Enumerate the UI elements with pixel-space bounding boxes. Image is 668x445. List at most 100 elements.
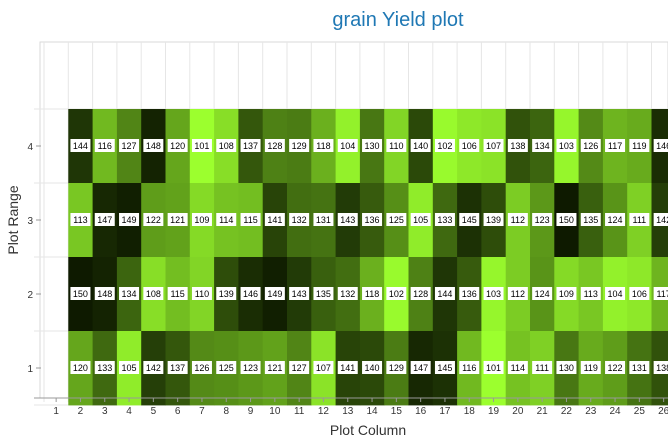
cell-label: 107 xyxy=(313,361,334,374)
cell-value: 113 xyxy=(73,215,87,225)
cell-value: 126 xyxy=(583,141,598,151)
cell-value: 114 xyxy=(219,215,233,225)
cell-label: 122 xyxy=(143,213,164,226)
cell-label-background xyxy=(410,139,431,152)
cell-label-background xyxy=(580,287,601,300)
cell-value: 130 xyxy=(365,141,380,151)
cell-label-background xyxy=(216,287,237,300)
cell-label-background xyxy=(362,287,383,300)
cell-value: 111 xyxy=(535,363,549,373)
cell-label-background xyxy=(556,213,577,226)
cell-label: 110 xyxy=(386,139,407,152)
cell-label-background xyxy=(70,139,91,152)
cell-label: 124 xyxy=(532,287,553,300)
cell-value: 144 xyxy=(437,289,452,299)
cell-label: 111 xyxy=(532,361,553,374)
cell-value: 109 xyxy=(559,289,574,299)
cell-label: 119 xyxy=(629,139,650,152)
cell-label-background xyxy=(143,287,164,300)
cell-label: 128 xyxy=(410,287,431,300)
cell-value: 134 xyxy=(122,289,137,299)
cell-label-background xyxy=(459,139,480,152)
x-tick-label: 12 xyxy=(318,406,330,417)
x-axis-label: Plot Column xyxy=(330,422,406,438)
cell-label-background xyxy=(605,287,626,300)
cell-label: 119 xyxy=(580,361,601,374)
y-tick-label: 1 xyxy=(27,364,33,375)
y-tick-label: 4 xyxy=(27,142,33,153)
cell-value: 119 xyxy=(632,141,646,151)
cell-value: 108 xyxy=(219,141,234,151)
cell-label: 146 xyxy=(653,139,668,152)
cell-label: 137 xyxy=(240,139,261,152)
cell-label: 118 xyxy=(362,287,383,300)
cell-label: 103 xyxy=(483,287,504,300)
cell-label: 142 xyxy=(653,213,668,226)
cell-label-background xyxy=(605,139,626,152)
cell-value: 107 xyxy=(486,141,501,151)
x-tick-label: 21 xyxy=(537,406,549,417)
cell-label-background xyxy=(580,213,601,226)
y-tick-label: 3 xyxy=(27,216,33,227)
cell-value: 104 xyxy=(340,141,355,151)
y-axis-ticks: 1 2 3 4 xyxy=(27,142,41,375)
x-tick-label: 16 xyxy=(415,406,427,417)
cell-label: 125 xyxy=(386,213,407,226)
x-tick-label: 20 xyxy=(512,406,524,417)
cell-value: 114 xyxy=(511,363,525,373)
cell-label-background xyxy=(605,361,626,374)
heatmap-cells xyxy=(68,109,668,406)
cell-label-background xyxy=(532,287,553,300)
cell-label-background xyxy=(143,361,164,374)
cell-value: 123 xyxy=(243,363,258,373)
cell-label: 114 xyxy=(507,361,528,374)
cell-value: 125 xyxy=(219,363,234,373)
cell-label-background xyxy=(94,213,115,226)
x-tick-label: 10 xyxy=(269,406,281,417)
cell-label: 108 xyxy=(216,139,237,152)
cell-label-background xyxy=(532,139,553,152)
cell-label: 146 xyxy=(240,287,261,300)
cell-value: 113 xyxy=(584,289,598,299)
x-tick-label: 25 xyxy=(634,406,646,417)
cell-value: 132 xyxy=(340,289,355,299)
cell-label: 111 xyxy=(629,213,650,226)
cell-label-background xyxy=(264,139,285,152)
cell-label-background xyxy=(629,361,650,374)
cell-label-background xyxy=(70,287,91,300)
cell-label: 143 xyxy=(289,287,310,300)
cell-label: 130 xyxy=(556,361,577,374)
cell-label-background xyxy=(459,287,480,300)
cell-label: 123 xyxy=(240,361,261,374)
cell-label-background xyxy=(167,361,188,374)
cell-value: 136 xyxy=(462,289,477,299)
cell-value: 148 xyxy=(97,289,112,299)
cell-label: 117 xyxy=(605,139,626,152)
cell-value: 149 xyxy=(267,289,282,299)
cell-label: 150 xyxy=(70,287,91,300)
cell-label: 134 xyxy=(532,139,553,152)
x-tick-label: 18 xyxy=(464,406,476,417)
x-tick-label: 24 xyxy=(609,406,621,417)
cell-label-background xyxy=(434,139,455,152)
cell-label-background xyxy=(143,139,164,152)
cell-label: 133 xyxy=(94,361,115,374)
cell-label-background xyxy=(483,287,504,300)
x-tick-label: 22 xyxy=(561,406,573,417)
cell-label-background xyxy=(483,213,504,226)
cell-label: 144 xyxy=(70,139,91,152)
cell-label-background xyxy=(264,287,285,300)
cell-value: 118 xyxy=(316,141,330,151)
cell-label-background xyxy=(434,287,455,300)
cell-label-background xyxy=(216,139,237,152)
cell-label: 127 xyxy=(289,361,310,374)
cell-value: 148 xyxy=(146,141,161,151)
cell-label: 122 xyxy=(605,361,626,374)
cell-value: 117 xyxy=(608,141,622,151)
cell-value: 142 xyxy=(146,363,161,373)
x-tick-label: 7 xyxy=(199,406,205,417)
cell-value: 127 xyxy=(122,141,137,151)
cell-value: 120 xyxy=(170,141,185,151)
cell-value: 109 xyxy=(194,215,209,225)
cell-label: 143 xyxy=(337,213,358,226)
